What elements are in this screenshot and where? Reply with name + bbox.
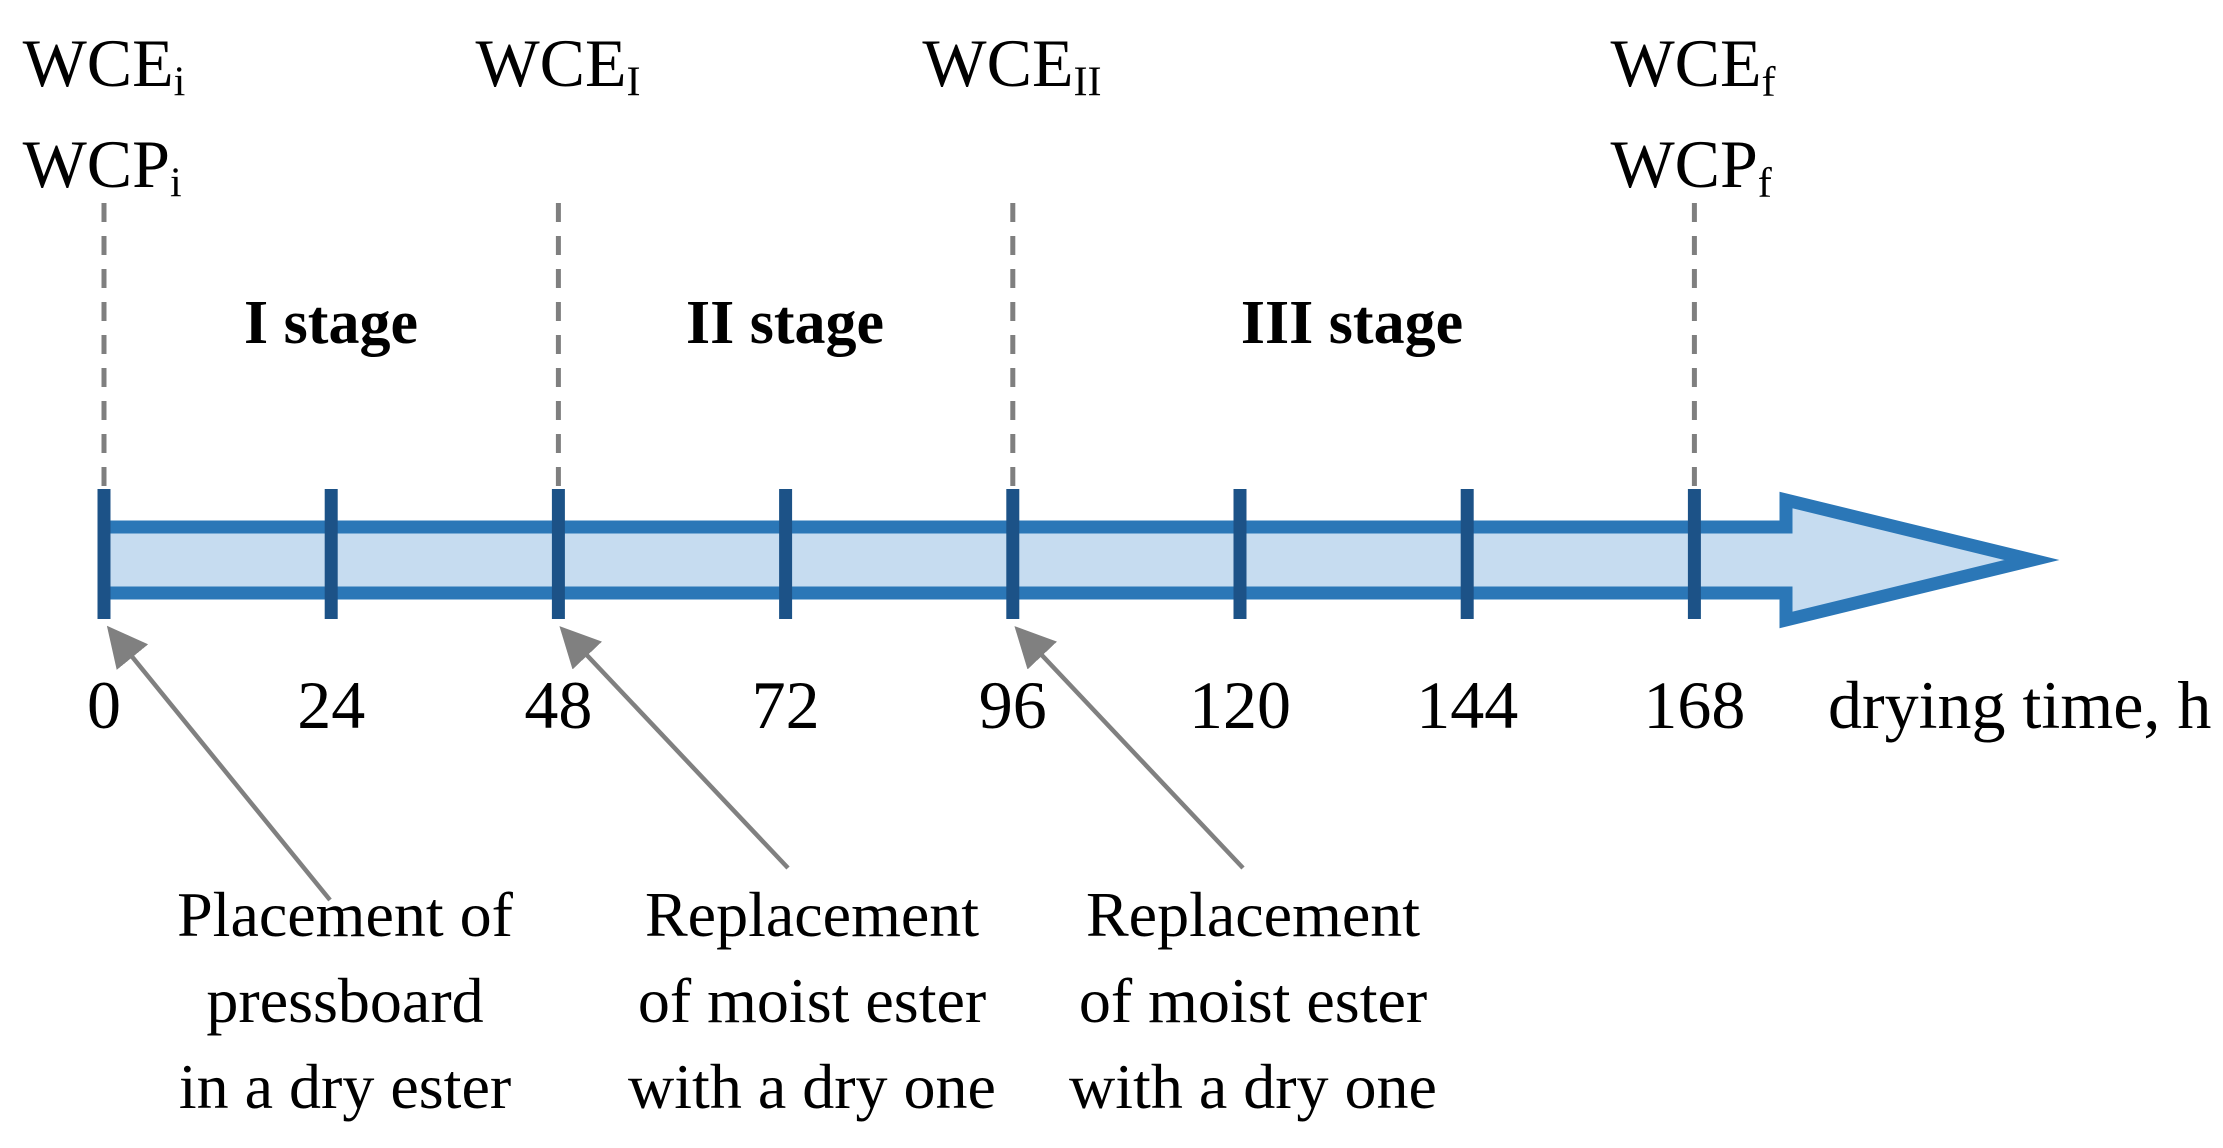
tick-label: 144 — [1416, 667, 1519, 743]
marker-base: WCE — [22, 25, 174, 101]
pointer-arrow-replacement-1 — [559, 626, 790, 870]
annotation-line: Replacement — [644, 879, 980, 950]
annotation-line: with a dry one — [1069, 1051, 1437, 1122]
pointer-arrow-placement — [106, 625, 332, 902]
marker-subscript: I — [626, 58, 641, 106]
annotation-line: of moist ester — [1078, 965, 1428, 1036]
axis-label: drying time, h — [1828, 667, 2212, 743]
marker-subscript: f — [1761, 58, 1776, 106]
marker-label-final: WCEf WCPf — [1610, 22, 1775, 225]
annotation-line: in a dry ester — [178, 1051, 512, 1122]
tick-label: 72 — [751, 667, 820, 743]
marker-subscript: II — [1073, 58, 1102, 106]
annotation-pointer-arrows — [106, 625, 1245, 902]
annotation-line: pressboard — [206, 965, 484, 1036]
marker-subscript: f — [1757, 159, 1772, 207]
tick-label: 120 — [1189, 667, 1291, 743]
marker-base: WCE — [475, 25, 627, 101]
tick-label: 48 — [524, 667, 593, 743]
annotation-line: Placement of — [177, 879, 513, 950]
marker-subscript: i — [173, 58, 186, 106]
annotation-line: Replacement — [1085, 879, 1421, 950]
marker-label-line: WCEII — [922, 22, 1101, 123]
annotation-placement: Placement of pressboard in a dry ester — [177, 872, 513, 1130]
marker-base: WCP — [22, 126, 170, 203]
tick-label: 0 — [87, 667, 121, 743]
marker-subscript: i — [169, 159, 182, 207]
tick-marks — [97, 489, 1701, 619]
stage-label-3: III stage — [1240, 289, 1464, 357]
pointer-arrow-replacement-2 — [1014, 626, 1245, 870]
stage-label-1: I stage — [244, 289, 418, 357]
marker-label-line: WCEf — [1610, 22, 1775, 123]
timeline-block-arrow — [97, 491, 2060, 629]
marker-label-line: WCPi — [23, 123, 186, 224]
marker-label-line: WCEI — [475, 22, 640, 123]
annotation-replacement-2: Replacement of moist ester with a dry on… — [1069, 872, 1437, 1130]
marker-base: WCP — [1610, 126, 1758, 203]
marker-label-stage2-end: WCEII — [922, 22, 1101, 123]
annotation-line: of moist ester — [637, 965, 987, 1036]
marker-base: WCE — [922, 25, 1074, 101]
annotation-line: with a dry one — [628, 1051, 996, 1122]
marker-label-line: WCPf — [1610, 123, 1775, 224]
marker-label-line: WCEi — [23, 22, 186, 123]
tick-label: 96 — [978, 667, 1047, 743]
stage-label-2: II stage — [685, 289, 885, 357]
tick-label: 168 — [1643, 667, 1746, 743]
annotation-replacement-1: Replacement of moist ester with a dry on… — [628, 872, 996, 1130]
tick-label: 24 — [297, 667, 366, 743]
dashed-guide-lines — [101, 203, 1697, 486]
marker-base: WCE — [1610, 25, 1762, 101]
marker-label-stage1-end: WCEI — [475, 22, 640, 123]
marker-label-initial: WCEi WCPi — [23, 22, 186, 225]
